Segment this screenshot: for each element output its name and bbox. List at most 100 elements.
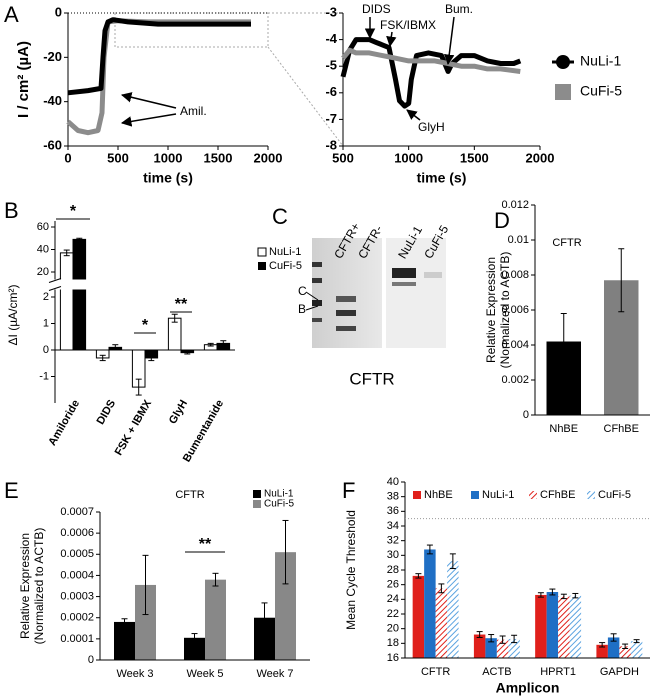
y-axis-label: Relative Expression — [18, 533, 32, 639]
x-tick-label: 1000 — [394, 150, 423, 165]
y-tick-label: 0.012 — [501, 199, 529, 211]
y-tick-label: 0 — [88, 654, 94, 666]
annotation-arrow — [443, 16, 455, 66]
y-tick-label: -5 — [325, 58, 337, 73]
blot-band — [392, 282, 416, 286]
legend-label: NuLi-1 — [264, 489, 294, 500]
band-label: B — [298, 302, 306, 316]
x-tick-label: 1000 — [154, 150, 183, 165]
bar — [607, 637, 620, 658]
y-tick-label: 40 — [387, 476, 399, 488]
bar — [114, 621, 135, 660]
bar — [630, 641, 643, 658]
legend-label: CFhBE — [540, 489, 575, 501]
x-axis-label: time (s) — [417, 170, 467, 186]
bar — [205, 579, 226, 660]
bar — [535, 594, 547, 658]
y-tick-label: 0.008 — [501, 269, 529, 281]
x-axis-label: time (s) — [143, 170, 193, 186]
y-axis-label: (Normalized to ACTB) — [32, 528, 46, 645]
bar — [167, 317, 182, 351]
y-tick-label: 28 — [387, 564, 399, 576]
y-tick-label: 22 — [387, 608, 399, 620]
bar — [254, 617, 275, 660]
x-tick-label: 2000 — [526, 150, 555, 165]
blot-band — [424, 272, 442, 278]
y-tick-label: -8 — [325, 137, 337, 152]
blot-band — [336, 326, 356, 331]
panel-letter: E — [4, 478, 19, 503]
x-axis-label: Amplicon — [496, 680, 560, 696]
legend-swatch — [253, 500, 261, 508]
series-line — [341, 47, 521, 74]
significance: * — [70, 203, 77, 220]
legend-swatch — [257, 247, 267, 257]
x-tick-label: GAPDH — [600, 666, 639, 678]
significance: ** — [175, 296, 188, 313]
legend-label: CuFi-5 — [269, 260, 302, 272]
y-tick-label: 36 — [387, 505, 399, 517]
bar — [473, 634, 486, 658]
y-tick-label: 0.0007 — [60, 506, 94, 518]
bar — [558, 596, 570, 658]
legend-label: NhBE — [424, 489, 453, 501]
bar — [496, 639, 509, 658]
y-tick-label: -4 — [325, 31, 337, 46]
bar — [72, 238, 87, 351]
panel-letter: F — [342, 478, 355, 503]
y-tick-label: 0.0006 — [60, 527, 94, 539]
axis-break-mark — [48, 286, 62, 291]
bar — [596, 644, 608, 658]
y-tick-label: 34 — [387, 520, 399, 532]
y-tick-label: -1 — [39, 370, 49, 382]
bar — [135, 584, 156, 660]
annotation-arrow — [406, 109, 421, 121]
legend-swatch — [587, 491, 595, 499]
panel-letter: C — [272, 204, 288, 229]
blot-band — [312, 300, 322, 306]
x-tick-label: Week 3 — [116, 668, 153, 680]
y-tick-label: -20 — [43, 49, 62, 64]
panel-letter: B — [4, 198, 19, 223]
x-tick-label: HPRT1 — [540, 666, 576, 678]
y-tick-label: 26 — [387, 579, 399, 591]
legend-label: NuLi-1 — [269, 246, 301, 258]
panel-letter: D — [494, 208, 510, 233]
y-tick-label: 18 — [387, 637, 399, 649]
y-tick-label: -40 — [43, 93, 62, 108]
y-axis-label: (Normalized to ACTB) — [498, 252, 512, 369]
bar — [546, 592, 559, 658]
y-tick-label: 1 — [43, 317, 49, 329]
y-axis-label: ΔI (µA/cm²) — [6, 285, 20, 346]
bar — [184, 637, 205, 660]
legend-label: CuFi-5 — [580, 83, 622, 99]
y-axis-label: Relative Expression — [484, 257, 498, 363]
blot-caption: CFTR — [349, 369, 394, 388]
y-tick-label: 2 — [43, 291, 49, 303]
x-tick-label: 500 — [332, 150, 354, 165]
bar — [435, 588, 448, 658]
x-tick-label: 0 — [64, 150, 71, 165]
x-tick-label: Week 5 — [186, 668, 223, 680]
y-tick-label: 0.006 — [501, 304, 529, 316]
series-line — [67, 17, 251, 96]
blot-band — [336, 296, 356, 302]
legend-swatch — [556, 55, 570, 69]
y-tick-label: 0.002 — [501, 374, 529, 386]
y-tick-label: 0.0002 — [60, 612, 94, 624]
y-tick-label: 38 — [387, 491, 399, 503]
y-tick-label: -60 — [43, 137, 62, 152]
annotation: GlyH — [418, 120, 445, 134]
y-tick-label: 16 — [387, 652, 399, 664]
bar — [59, 252, 74, 351]
blot-band — [312, 262, 322, 267]
x-tick-label: 1500 — [204, 150, 233, 165]
band-pointer — [305, 305, 319, 311]
bar — [569, 595, 582, 658]
chart-title: CFTR — [552, 237, 581, 249]
legend-swatch — [529, 491, 537, 499]
legend-swatch — [258, 262, 266, 270]
y-tick-label: 60 — [37, 221, 49, 233]
significance: ** — [199, 536, 212, 553]
y-axis-label: Mean Cycle Threshold — [344, 510, 358, 630]
